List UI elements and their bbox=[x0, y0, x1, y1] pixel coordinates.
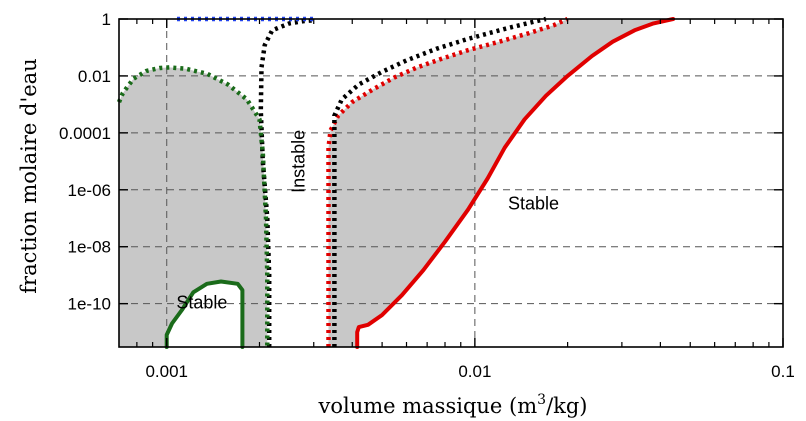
plot-frame bbox=[118, 18, 784, 348]
shaded-regions bbox=[119, 19, 674, 348]
y-tick-label: 0.01 bbox=[78, 67, 111, 86]
x-axis-title-sup: 3 bbox=[537, 392, 546, 408]
y-tick-label: 1 bbox=[102, 10, 111, 29]
series-4-line bbox=[116, 65, 270, 347]
x-tick-label: 0.01 bbox=[458, 362, 491, 381]
annotations: Stable Instable Stable bbox=[176, 130, 559, 313]
tick-labels: 1 0.01 0.0001 1e-06 1e-08 1e-10 0.001 0.01 0.1 bbox=[59, 10, 795, 381]
y-tick-label: 1e-06 bbox=[68, 181, 111, 200]
shaded-left-region bbox=[119, 67, 268, 348]
y-tick-label: 1e-08 bbox=[68, 238, 111, 257]
series-1-line bbox=[326, 16, 569, 347]
shaded-right-region bbox=[328, 19, 674, 347]
x-axis-title-main: volume massique (m bbox=[317, 394, 537, 418]
x-tick-label: 0.1 bbox=[771, 362, 795, 381]
x-tick-label: 0.001 bbox=[145, 362, 188, 381]
y-tick-label: 0.0001 bbox=[59, 124, 111, 143]
x-axis-title: volume massique (m3/kg) bbox=[317, 392, 587, 418]
annotation-label: Instable bbox=[288, 130, 308, 193]
annotation-label: Stable bbox=[176, 292, 227, 312]
annotation-label: Stable bbox=[508, 193, 559, 213]
y-tick-label: 1e-10 bbox=[68, 295, 111, 314]
y-axis-title: fraction molaire d'eau bbox=[17, 58, 41, 293]
series-0-line bbox=[355, 17, 676, 349]
x-axis-title-tail: /kg) bbox=[546, 394, 587, 418]
gridlines bbox=[119, 19, 783, 347]
series-5-line bbox=[164, 279, 245, 349]
